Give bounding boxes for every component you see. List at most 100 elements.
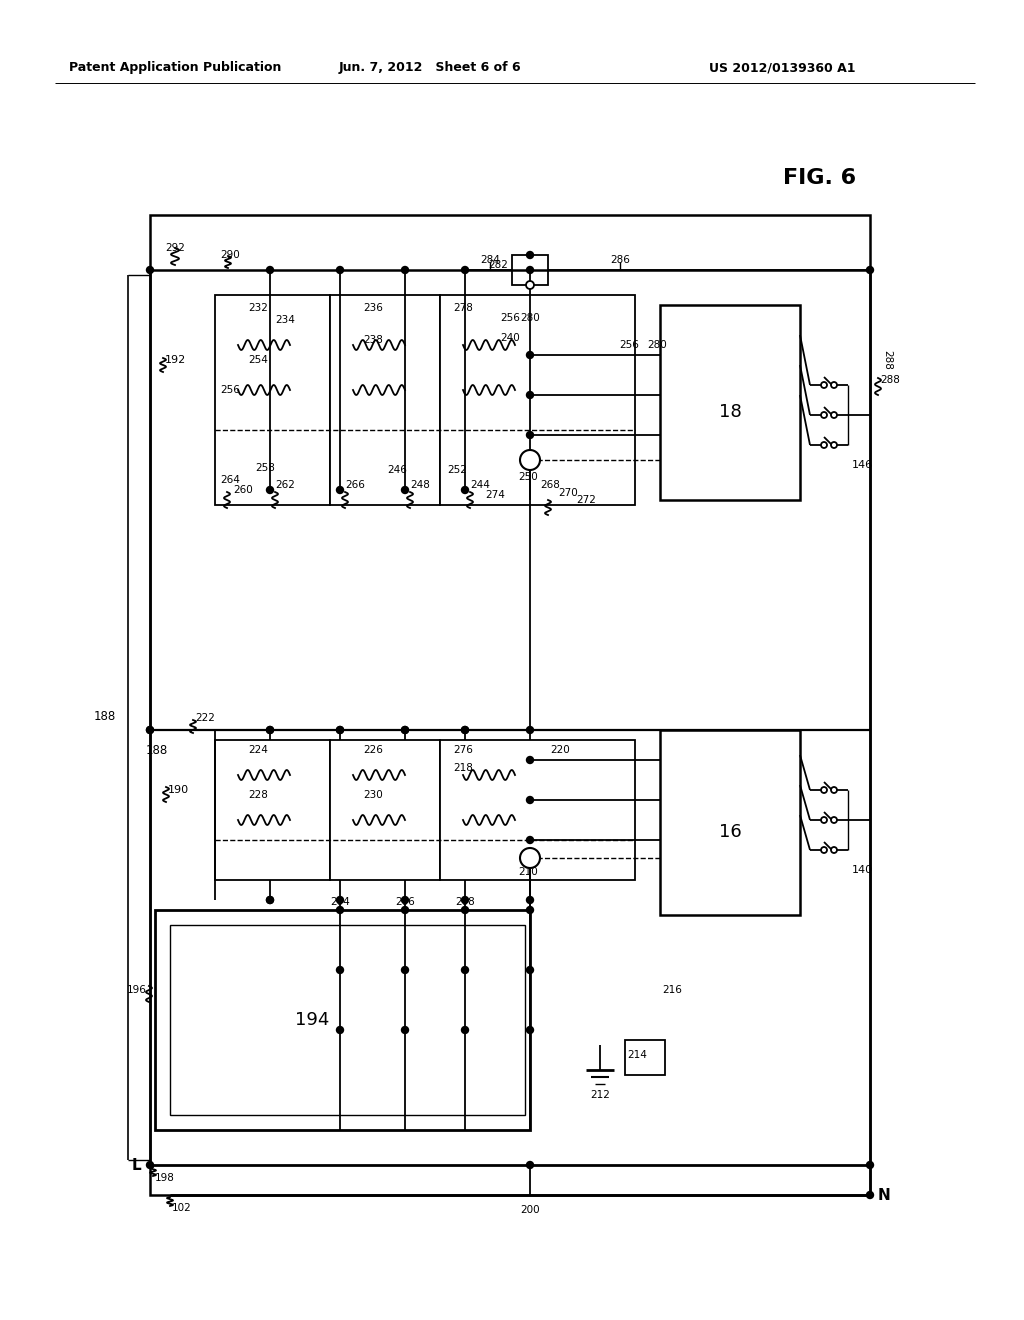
Circle shape [337,726,343,734]
Circle shape [526,907,534,913]
Text: 256: 256 [620,341,639,350]
Text: Patent Application Publication: Patent Application Publication [69,62,282,74]
Text: 198: 198 [155,1173,175,1183]
Text: 260: 260 [233,484,253,495]
Text: 226: 226 [362,744,383,755]
Text: 276: 276 [453,744,473,755]
Circle shape [520,450,540,470]
Circle shape [146,267,154,273]
Bar [215,741,330,880]
Circle shape [526,1162,534,1168]
Circle shape [821,442,827,447]
Circle shape [337,487,343,494]
Text: 238: 238 [362,335,383,345]
Circle shape [831,847,837,853]
Circle shape [337,966,343,974]
Text: 224: 224 [248,744,268,755]
Text: Jun. 7, 2012   Sheet 6 of 6: Jun. 7, 2012 Sheet 6 of 6 [339,62,521,74]
Bar [215,294,330,506]
Text: 262: 262 [275,480,295,490]
Circle shape [462,267,469,273]
Circle shape [401,726,409,734]
Circle shape [401,487,409,494]
Text: 194: 194 [295,1011,329,1030]
Text: 188: 188 [94,710,116,723]
Text: 278: 278 [453,304,473,313]
Circle shape [266,726,273,734]
Text: 280: 280 [520,313,540,323]
Text: 292: 292 [165,243,185,253]
Text: 246: 246 [387,465,407,475]
Circle shape [401,267,409,273]
Text: 288: 288 [882,350,892,370]
Circle shape [266,267,273,273]
Circle shape [831,381,837,388]
Bar [440,294,635,506]
Text: 218: 218 [453,763,473,774]
Circle shape [526,1027,534,1034]
Circle shape [462,1027,469,1034]
Text: 208: 208 [455,898,475,907]
Circle shape [821,381,827,388]
Text: N: N [878,1188,891,1203]
Text: 288: 288 [880,375,900,385]
Bar [330,741,440,880]
Circle shape [526,837,534,843]
Circle shape [146,726,154,734]
Text: 216: 216 [663,985,682,995]
Text: 258: 258 [255,463,274,473]
Circle shape [526,351,534,359]
Circle shape [526,392,534,399]
Circle shape [831,412,837,418]
Circle shape [831,442,837,447]
Text: US 2012/0139360 A1: US 2012/0139360 A1 [709,62,855,74]
Circle shape [337,1027,343,1034]
Circle shape [266,896,273,903]
Text: 212: 212 [590,1090,610,1100]
Circle shape [866,1192,873,1199]
Circle shape [337,726,343,734]
Text: 254: 254 [248,355,268,366]
Text: 250: 250 [518,473,538,482]
Text: 256: 256 [500,313,520,323]
Text: 270: 270 [558,488,578,498]
Circle shape [526,756,534,763]
Text: 146: 146 [852,459,873,470]
Circle shape [821,412,827,418]
Circle shape [526,726,534,734]
Circle shape [866,267,873,273]
Circle shape [266,896,273,903]
Text: 18: 18 [719,403,741,421]
Text: 272: 272 [575,495,596,506]
Text: 236: 236 [362,304,383,313]
Bar [512,255,548,285]
Text: 190: 190 [168,785,189,795]
Bar [330,294,440,506]
Circle shape [526,432,534,438]
Text: 244: 244 [470,480,489,490]
Text: 240: 240 [500,333,520,343]
Text: FIG. 6: FIG. 6 [783,168,856,187]
Bar [170,925,525,1115]
Text: 280: 280 [647,341,667,350]
Bar [660,305,800,500]
Circle shape [526,966,534,974]
Circle shape [337,907,343,913]
Text: 282: 282 [488,260,508,271]
Circle shape [526,896,534,903]
Text: 214: 214 [627,1049,647,1060]
Text: 274: 274 [485,490,505,500]
Text: 140: 140 [852,865,873,875]
Circle shape [526,267,534,273]
Text: 206: 206 [395,898,415,907]
Circle shape [401,726,409,734]
Circle shape [401,966,409,974]
Circle shape [462,896,469,903]
Circle shape [401,896,409,903]
Text: L: L [131,1158,141,1172]
Circle shape [266,726,273,734]
Text: 222: 222 [195,713,215,723]
Circle shape [526,252,534,259]
Text: 284: 284 [480,255,500,265]
Text: 248: 248 [410,480,430,490]
